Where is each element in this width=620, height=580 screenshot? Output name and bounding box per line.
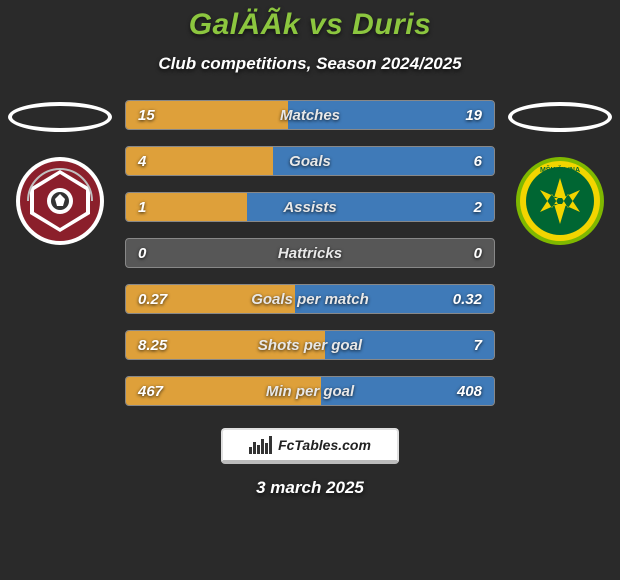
stat-label: Goals per match (126, 291, 494, 308)
stat-value-right: 6 (474, 153, 482, 170)
date-label: 3 march 2025 (256, 478, 364, 498)
left-club-crest-icon (10, 156, 110, 246)
stat-value-right: 19 (465, 107, 482, 124)
stat-label: Goals (126, 153, 494, 170)
stat-value-right: 408 (457, 383, 482, 400)
right-club-badge: MŠK ŽILINA (500, 102, 620, 246)
stat-row: 8.25Shots per goal7 (125, 330, 495, 360)
stat-value-right: 7 (474, 337, 482, 354)
stat-row: 15Matches19 (125, 100, 495, 130)
stat-value-right: 2 (474, 199, 482, 216)
stat-row: 467Min per goal408 (125, 376, 495, 406)
stat-label: Hattricks (126, 245, 494, 262)
left-ellipse (8, 102, 112, 132)
subtitle: Club competitions, Season 2024/2025 (158, 54, 461, 74)
stat-label: Shots per goal (126, 337, 494, 354)
stat-row: 4Goals6 (125, 146, 495, 176)
stat-value-right: 0.32 (453, 291, 482, 308)
right-ellipse (508, 102, 612, 132)
stats-panel: 15Matches19 4Goals6 1Assists2 0Hattricks0 0.… (125, 100, 495, 406)
stat-row: 0.27Goals per match0.32 (125, 284, 495, 314)
page-title: GalÄÃk vs Duris (189, 8, 432, 42)
stat-row: 0Hattricks0 (125, 238, 495, 268)
stat-label: Min per goal (126, 383, 494, 400)
fctables-logo[interactable]: FcTables.com (221, 428, 399, 464)
stat-label: Assists (126, 199, 494, 216)
stat-value-right: 0 (474, 245, 482, 262)
chart-icon (249, 436, 272, 454)
left-club-badge (0, 102, 120, 246)
stat-label: Matches (126, 107, 494, 124)
right-club-crest-icon: MŠK ŽILINA (510, 156, 610, 246)
logo-text: FcTables.com (278, 437, 371, 453)
svg-text:MŠK ŽILINA: MŠK ŽILINA (540, 165, 580, 174)
stat-row: 1Assists2 (125, 192, 495, 222)
